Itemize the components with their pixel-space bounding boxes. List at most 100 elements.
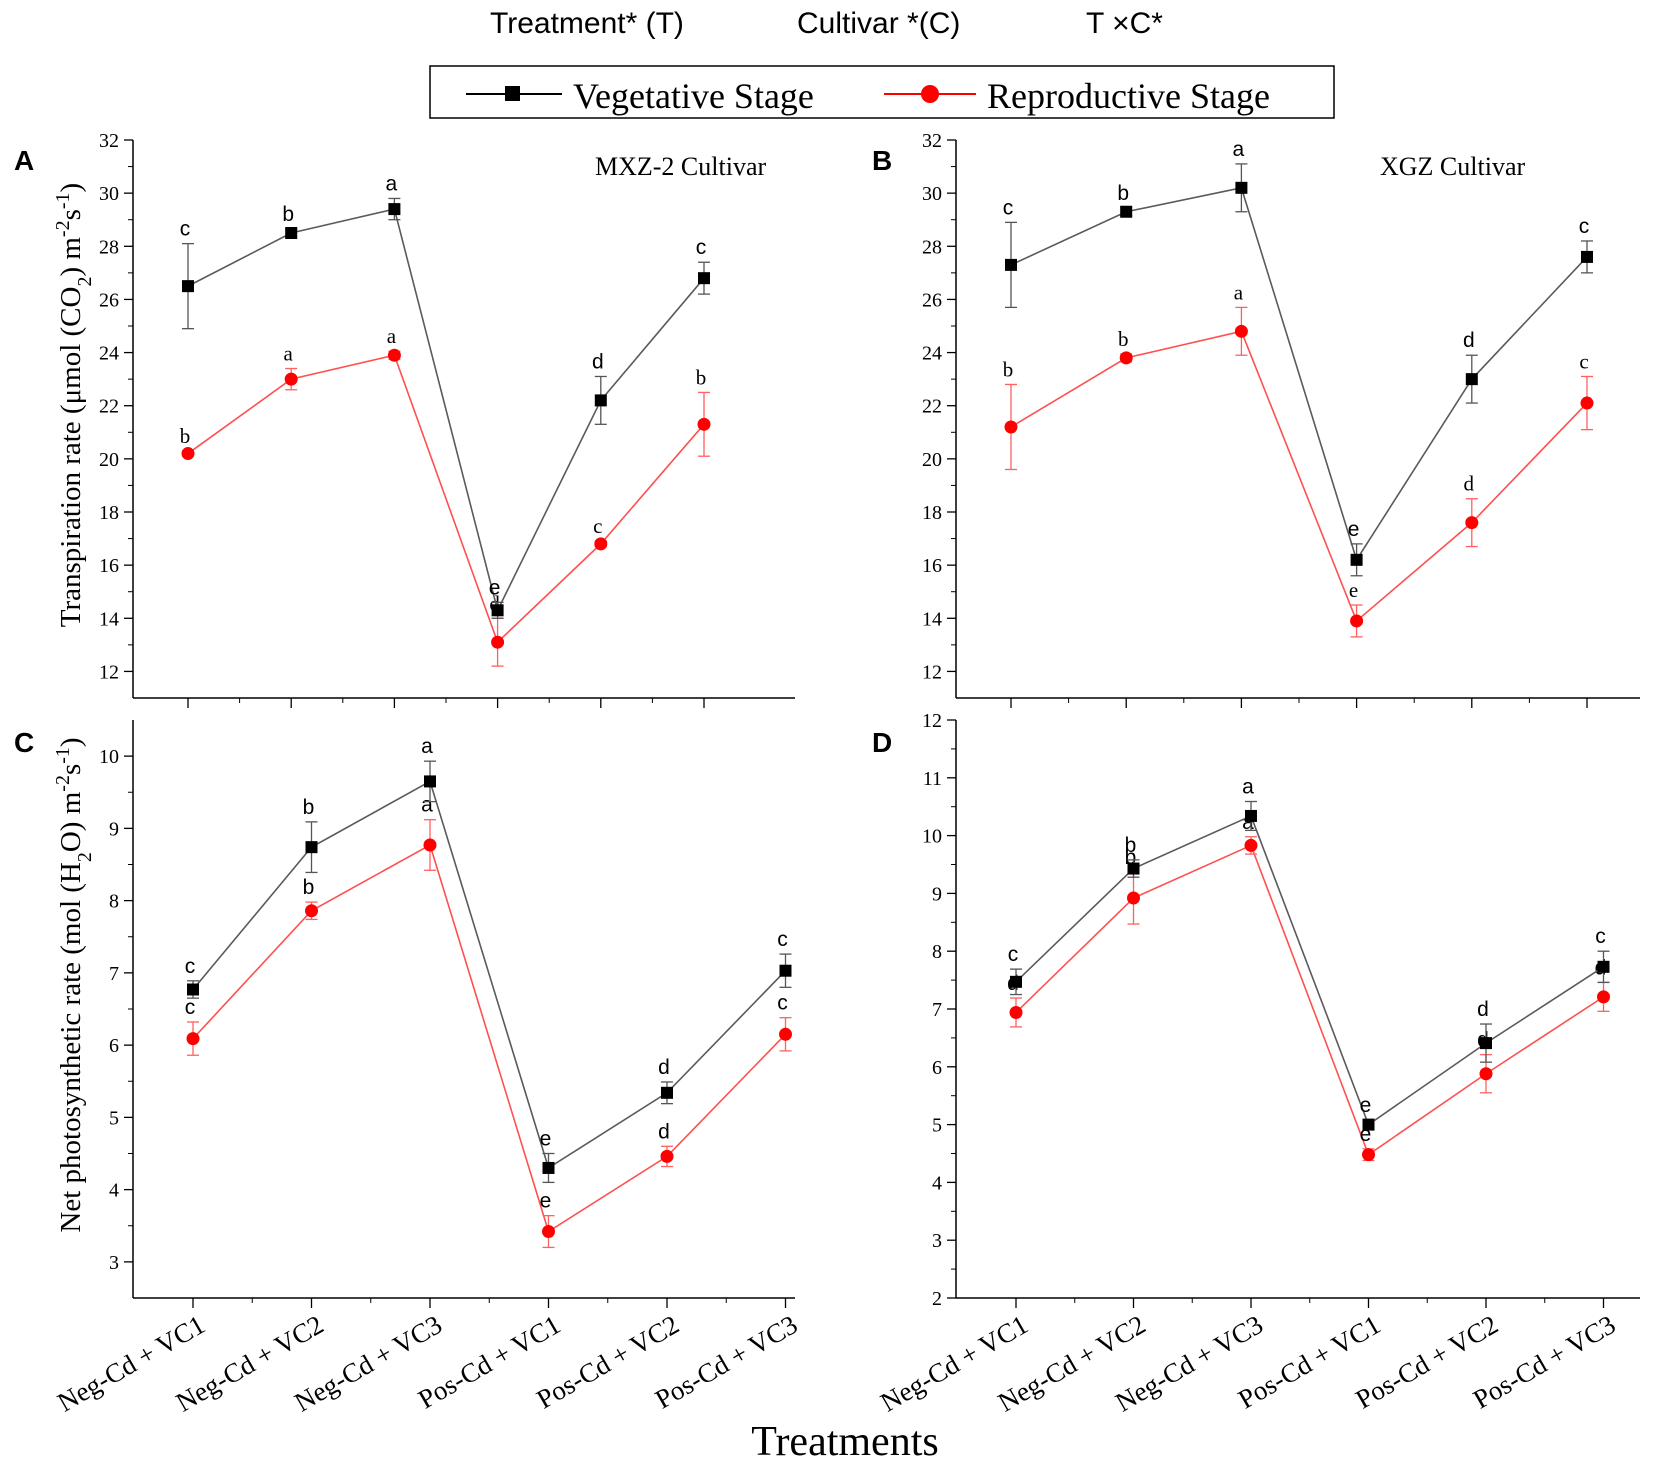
y-tick-label: 18 — [922, 502, 942, 524]
data-point-square — [1120, 205, 1133, 218]
data-point-square — [1245, 809, 1257, 822]
significance-letter: c — [1003, 196, 1014, 219]
panel-letter: C — [14, 727, 34, 758]
series-reproductive: c b a e d c — [185, 794, 792, 1249]
significance-letter: c — [777, 928, 788, 951]
x-axis-label: Treatments — [751, 1419, 938, 1465]
series-line-reproductive — [187, 354, 705, 644]
y-tick-label: 26 — [99, 289, 119, 311]
y-tick-label: 4 — [932, 1172, 942, 1194]
data-point-circle — [1580, 396, 1594, 410]
y-tick-label: 22 — [922, 396, 942, 418]
y-tick-label: 12 — [922, 661, 942, 683]
y-tick-label: 26 — [922, 289, 942, 311]
factor-header: Treatment* (T) Cultivar *(C) T ×C* — [490, 7, 1163, 40]
significance-letter: b — [303, 876, 315, 899]
significance-letter: d — [592, 350, 604, 373]
data-point-square — [542, 1161, 555, 1174]
significance-letter: e — [489, 576, 501, 599]
data-point-circle — [1597, 990, 1610, 1004]
y-axis-label-transpiration: Transpiration rate (μmol (CO2) m-2s-1) — [52, 183, 96, 627]
significance-letter: a — [1233, 138, 1245, 161]
y-tick-label: 16 — [99, 555, 119, 577]
y-tick-label: 6 — [109, 1035, 119, 1057]
legend-reproductive-marker — [921, 85, 939, 103]
y-tick-label: 6 — [932, 1057, 942, 1079]
significance-letter: d — [1464, 472, 1475, 496]
data-point-square — [182, 280, 194, 293]
legend: Vegetative Stage Reproductive Stage — [429, 65, 1335, 119]
series-line-vegetative — [1015, 814, 1604, 1126]
significance-letter: d — [1463, 329, 1475, 352]
data-point-circle — [594, 537, 608, 551]
y-tick-label: 4 — [109, 1180, 119, 1202]
y-tick-label: 12 — [99, 661, 119, 683]
data-point-square — [1597, 960, 1610, 973]
y-tick-label: 5 — [109, 1107, 119, 1129]
panel-title: XGZ Cultivar — [1380, 152, 1525, 181]
data-point-circle — [1465, 516, 1479, 530]
significance-letter: d — [1477, 998, 1489, 1021]
significance-letter: e — [1360, 1123, 1372, 1146]
data-point-square — [1127, 862, 1140, 875]
significance-letter: a — [386, 172, 398, 195]
significance-letter: b — [282, 203, 294, 226]
significance-letter: b — [1125, 846, 1137, 869]
data-point-circle — [1244, 838, 1258, 852]
data-point-square — [388, 203, 401, 216]
factor-treatment: Treatment* (T) — [490, 7, 684, 40]
data-point-square — [1010, 975, 1022, 988]
y-tick-label: 14 — [99, 608, 119, 630]
significance-letter: b — [1003, 357, 1014, 381]
significance-letter: c — [1008, 943, 1019, 966]
data-point-circle — [305, 904, 318, 918]
y-tick-label: 14 — [922, 608, 942, 630]
data-point-circle — [1119, 351, 1133, 365]
y-tick-label: 2 — [932, 1288, 942, 1310]
y-tick-label: 24 — [922, 343, 942, 365]
y-tick-label: 30 — [99, 183, 119, 205]
data-point-circle — [1362, 1148, 1375, 1162]
data-point-square — [1235, 181, 1248, 194]
data-point-circle — [1234, 324, 1248, 338]
data-point-square — [285, 227, 298, 239]
data-point-square — [1362, 1118, 1375, 1131]
significance-letter: c — [1595, 925, 1606, 948]
series-line-reproductive — [1015, 844, 1604, 1156]
y-tick-label: 18 — [99, 502, 119, 524]
y-tick-label: 22 — [99, 396, 119, 418]
y-tick-label: 16 — [922, 555, 942, 577]
data-point-circle — [181, 447, 195, 461]
data-point-circle — [1004, 420, 1018, 434]
significance-letter: c — [696, 236, 707, 259]
y-tick-label: 32 — [99, 130, 119, 152]
data-point-square — [1581, 250, 1593, 263]
data-point-circle — [387, 348, 401, 362]
data-point-square — [1465, 373, 1478, 386]
y-tick-label: 7 — [932, 999, 942, 1021]
factor-cultivar: Cultivar *(C) — [797, 7, 960, 40]
y-tick-label: 32 — [922, 130, 942, 152]
significance-letter: e — [1348, 518, 1360, 541]
legend-reproductive-label: Reproductive Stage — [987, 76, 1270, 116]
series-line-vegetative — [187, 208, 705, 613]
series-line-vegetative — [1010, 186, 1588, 562]
y-tick-label: 20 — [922, 449, 942, 471]
data-point-circle — [284, 372, 298, 386]
y-tick-label: 10 — [922, 826, 942, 848]
y-tick-label: 5 — [932, 1115, 942, 1137]
y-tick-label: 24 — [99, 343, 119, 365]
significance-letter: c — [185, 955, 196, 978]
series-vegetative: c b a e d c — [1003, 138, 1593, 577]
significance-letter: c — [1579, 215, 1590, 238]
panel-title: MXZ-2 Cultivar — [595, 152, 766, 181]
data-point-square — [1350, 553, 1363, 566]
legend-box — [429, 65, 1335, 119]
series-reproductive: b b a e d c — [1003, 280, 1594, 638]
significance-letter: a — [284, 342, 294, 366]
